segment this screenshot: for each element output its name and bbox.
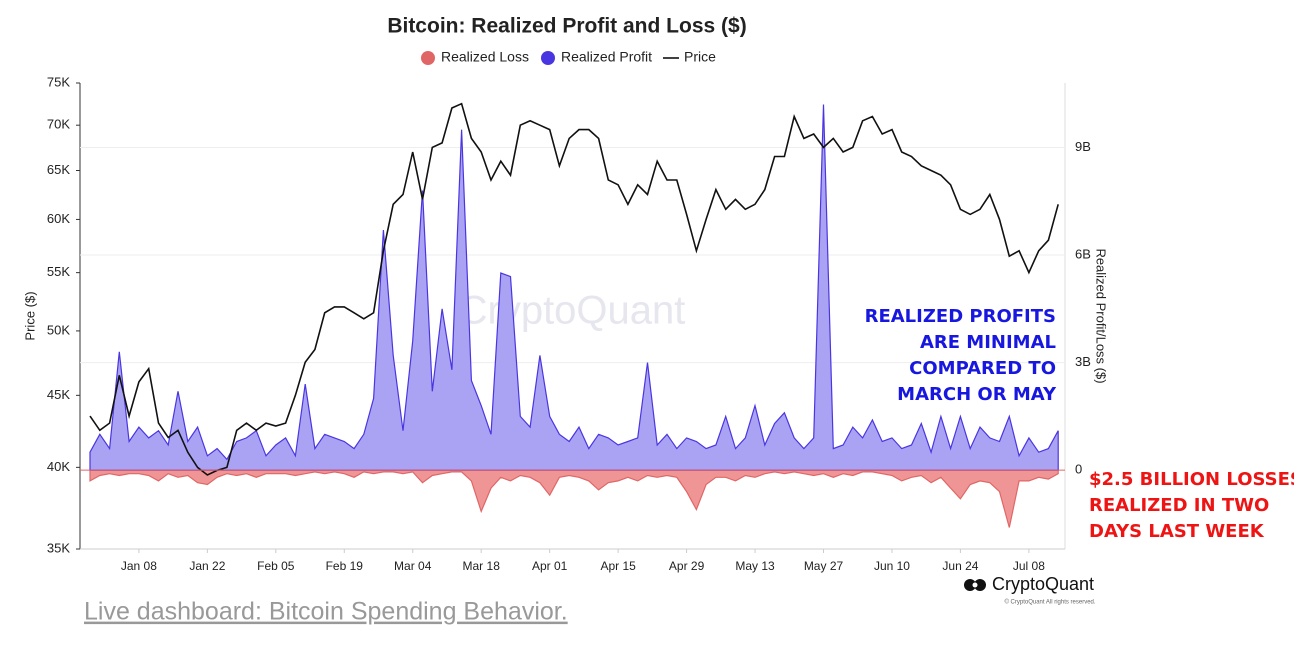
y2-tick-label: 0 (1075, 462, 1082, 477)
annotation: REALIZED PROFITS (865, 306, 1056, 327)
legend-swatch (541, 51, 555, 65)
y-tick-label: 65K (47, 162, 70, 177)
annotation: DAYS LAST WEEK (1089, 521, 1265, 542)
x-tick-label: Apr 15 (600, 559, 636, 573)
x-tick-label: Mar 18 (463, 559, 501, 573)
legend-label: Price (684, 49, 716, 65)
y-tick-label: 60K (47, 211, 70, 226)
chart-title: Bitcoin: Realized Profit and Loss ($) (387, 15, 746, 38)
legend-label: Realized Profit (561, 49, 652, 65)
legend-label: Realized Loss (441, 49, 529, 65)
line (89, 102, 1059, 476)
copyright: © CryptoQuant All rights reserved. (1004, 599, 1095, 606)
y-tick-label: 50K (47, 322, 70, 337)
x-tick-label: Jan 22 (189, 559, 225, 573)
x-tick-label: Jun 24 (942, 559, 978, 573)
x-tick-label: Apr 29 (669, 559, 705, 573)
logo-icon (964, 579, 976, 591)
area (89, 469, 1059, 528)
x-tick-label: Jun 10 (874, 559, 910, 573)
area (89, 104, 1059, 471)
dashboard-link[interactable]: Live dashboard: Bitcoin Spending Behavio… (84, 598, 568, 626)
y2-axis-title: Realized Profit/Loss ($) (1094, 248, 1109, 383)
y-tick-label: 70K (47, 117, 70, 132)
annotation: COMPARED TO (909, 358, 1056, 379)
y-tick-label: 75K (47, 74, 70, 89)
y2-tick-label: 6B (1075, 246, 1091, 261)
annotation: REALIZED IN TWO (1089, 495, 1269, 516)
y-tick-label: 40K (47, 459, 70, 474)
x-tick-label: Mar 04 (394, 559, 432, 573)
x-tick-label: Feb 19 (326, 559, 364, 573)
logo-text: CryptoQuant (992, 574, 1094, 594)
y2-tick-label: 9B (1075, 139, 1091, 154)
y-tick-label: 45K (47, 387, 70, 402)
y-axis-title: Price ($) (22, 291, 37, 340)
x-tick-label: May 13 (735, 559, 775, 573)
x-tick-label: May 27 (804, 559, 844, 573)
legend-swatch (421, 51, 435, 65)
x-tick-label: Jan 08 (121, 559, 157, 573)
annotation: $2.5 BILLION LOSSES (1089, 469, 1294, 490)
logo-icon (972, 582, 978, 588)
watermark: CryptoQuant (459, 289, 686, 333)
annotation: MARCH OR MAY (897, 384, 1057, 405)
x-tick-label: Jul 08 (1013, 559, 1045, 573)
y2-tick-label: 3B (1075, 354, 1091, 369)
logo: CryptoQuant (964, 574, 1094, 594)
x-tick-label: Apr 01 (532, 559, 568, 573)
y-tick-label: 55K (47, 264, 70, 279)
y-tick-label: 35K (47, 540, 70, 555)
logo-icon (974, 579, 986, 591)
annotation: ARE MINIMAL (920, 332, 1056, 353)
x-tick-label: Feb 05 (257, 559, 295, 573)
